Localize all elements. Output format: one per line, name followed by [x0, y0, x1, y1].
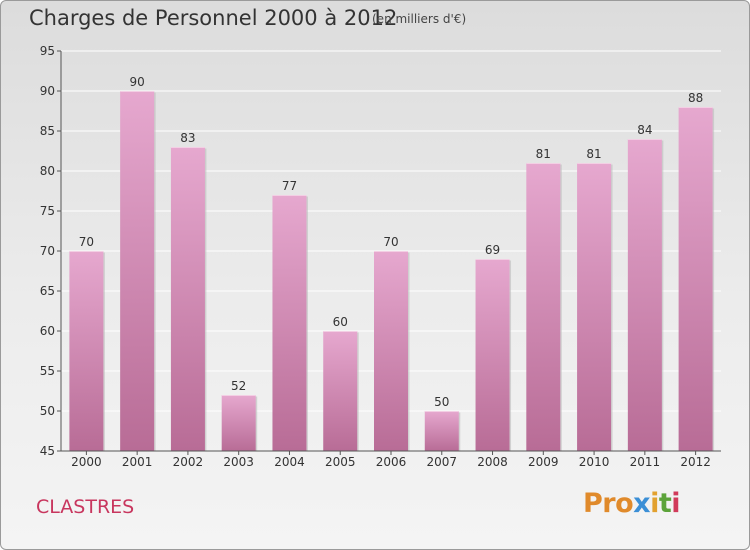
y-tick-label: 60 — [40, 324, 55, 338]
proxiti-logo[interactable]: Proxiti — [583, 488, 681, 519]
data-label: 70 — [383, 235, 398, 249]
x-tick-label: 2011 — [630, 455, 661, 469]
x-tick-label: 2008 — [477, 455, 508, 469]
bar — [627, 139, 662, 451]
logo-part: x — [633, 488, 651, 519]
y-tick-label: 80 — [40, 164, 55, 178]
bar — [69, 251, 104, 451]
x-tick-label: 2000 — [71, 455, 102, 469]
bar — [577, 163, 612, 451]
bar — [475, 259, 510, 451]
bar — [221, 395, 256, 451]
bar — [424, 411, 459, 451]
bar — [678, 107, 713, 451]
bar — [170, 147, 205, 451]
y-tick-label: 45 — [40, 444, 55, 458]
y-tick-label: 90 — [40, 84, 55, 98]
logo-part: i — [671, 488, 681, 519]
data-label: 60 — [333, 315, 348, 329]
y-tick-label: 85 — [40, 124, 55, 138]
y-tick-label: 65 — [40, 284, 55, 298]
bar — [323, 331, 358, 451]
y-tick-label: 55 — [40, 364, 55, 378]
data-label: 81 — [586, 147, 601, 161]
bars — [69, 91, 715, 451]
data-label: 50 — [434, 395, 449, 409]
bar — [374, 251, 408, 451]
y-tick-label: 70 — [40, 244, 55, 258]
x-tick-label: 2007 — [426, 455, 457, 469]
x-tick-label: 2012 — [680, 455, 711, 469]
data-label: 70 — [79, 235, 94, 249]
data-label: 84 — [637, 123, 652, 137]
x-tick-label: 2003 — [223, 455, 254, 469]
data-label: 81 — [536, 147, 551, 161]
y-tick-label: 95 — [40, 44, 55, 58]
y-tick-label: 75 — [40, 204, 55, 218]
data-labels: 70 90 83 52 77 60 70 50 69 81 81 84 88 — [79, 75, 704, 409]
chart-title: Charges de Personnel 2000 à 2012 — [29, 6, 398, 30]
x-tick-label: 2006 — [376, 455, 407, 469]
axes: 45 50 55 60 65 70 75 80 85 90 95 2000 2001 2002 2003 20… — [40, 44, 721, 469]
x-tick-label: 2010 — [579, 455, 610, 469]
bar — [272, 195, 307, 451]
x-tick-label: 2002 — [173, 455, 204, 469]
data-label: 52 — [231, 379, 246, 393]
x-tick-label: 2001 — [122, 455, 153, 469]
y-tick-label: 50 — [40, 404, 55, 418]
chart-subtitle: (en milliers d'€) — [372, 12, 467, 26]
x-tick-label: 2009 — [528, 455, 559, 469]
data-label: 90 — [130, 75, 145, 89]
x-tick-label: 2004 — [274, 455, 305, 469]
x-tick-label: 2005 — [325, 455, 356, 469]
logo-part: Pro — [583, 488, 634, 519]
data-label: 83 — [180, 131, 195, 145]
bar — [120, 91, 155, 451]
data-label: 77 — [282, 179, 297, 193]
data-label: 69 — [485, 243, 500, 257]
data-label: 88 — [688, 91, 703, 105]
logo-part: t — [658, 488, 672, 519]
commune-name: CLASTRES — [36, 496, 135, 518]
logo-part: i — [650, 488, 659, 519]
bar — [526, 163, 561, 451]
